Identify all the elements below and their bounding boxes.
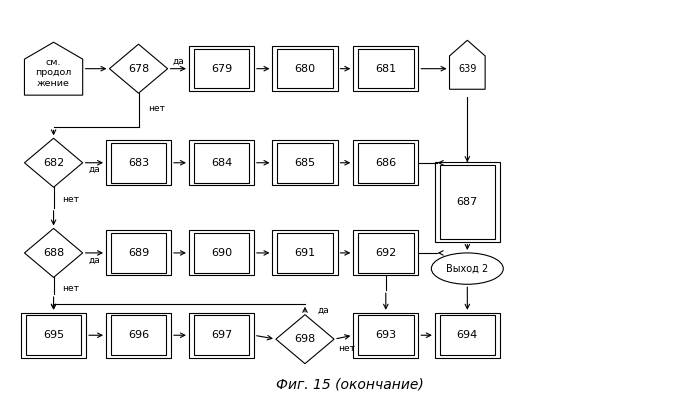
- Ellipse shape: [431, 253, 503, 284]
- Text: 682: 682: [43, 158, 64, 168]
- Bar: [110, 316, 166, 355]
- Bar: [278, 49, 333, 88]
- Bar: [358, 233, 414, 273]
- Text: Фиг. 15 (окончание): Фиг. 15 (окончание): [275, 377, 424, 391]
- Bar: [278, 233, 333, 273]
- Bar: [278, 143, 333, 182]
- Bar: [353, 230, 418, 276]
- Bar: [273, 46, 338, 91]
- Polygon shape: [24, 42, 82, 95]
- Polygon shape: [276, 315, 334, 364]
- Polygon shape: [110, 44, 168, 93]
- Bar: [106, 230, 171, 276]
- Text: 680: 680: [294, 64, 315, 74]
- Text: 686: 686: [375, 158, 396, 168]
- Text: да: да: [89, 165, 100, 174]
- Bar: [273, 140, 338, 185]
- Bar: [26, 316, 81, 355]
- Bar: [273, 230, 338, 276]
- Bar: [358, 49, 414, 88]
- Text: нет: нет: [62, 194, 79, 204]
- Text: да: да: [173, 57, 184, 66]
- Bar: [353, 46, 418, 91]
- Text: 697: 697: [211, 330, 232, 340]
- Bar: [106, 140, 171, 185]
- Text: нет: нет: [148, 104, 165, 113]
- Text: 681: 681: [375, 64, 396, 74]
- Text: 684: 684: [211, 158, 232, 168]
- Text: см.
продол
жение: см. продол жение: [36, 58, 72, 88]
- Bar: [353, 313, 418, 358]
- Text: 689: 689: [128, 248, 149, 258]
- Text: 687: 687: [456, 197, 478, 207]
- Text: 691: 691: [294, 248, 315, 258]
- Text: 694: 694: [456, 330, 478, 340]
- Bar: [435, 162, 500, 242]
- Text: 683: 683: [128, 158, 149, 168]
- Text: 678: 678: [128, 64, 149, 74]
- Bar: [189, 140, 254, 185]
- Bar: [194, 49, 249, 88]
- Bar: [194, 316, 249, 355]
- Bar: [189, 46, 254, 91]
- Bar: [106, 313, 171, 358]
- Text: 690: 690: [211, 248, 232, 258]
- Bar: [189, 313, 254, 358]
- Text: 693: 693: [375, 330, 396, 340]
- Bar: [194, 143, 249, 182]
- Bar: [110, 143, 166, 182]
- Polygon shape: [449, 40, 485, 89]
- Bar: [435, 313, 500, 358]
- Text: нет: нет: [62, 284, 79, 293]
- Bar: [21, 313, 86, 358]
- Bar: [194, 233, 249, 273]
- Bar: [358, 316, 414, 355]
- Polygon shape: [24, 138, 82, 187]
- Text: нет: нет: [338, 344, 356, 354]
- Bar: [189, 230, 254, 276]
- Bar: [358, 143, 414, 182]
- Bar: [440, 316, 495, 355]
- Bar: [440, 165, 495, 239]
- Text: 698: 698: [294, 334, 316, 344]
- Text: 692: 692: [375, 248, 396, 258]
- Text: 679: 679: [211, 64, 232, 74]
- Bar: [353, 140, 418, 185]
- Text: 639: 639: [458, 64, 477, 74]
- Text: 688: 688: [43, 248, 64, 258]
- Polygon shape: [24, 228, 82, 278]
- Text: да: да: [89, 256, 100, 264]
- Text: 696: 696: [128, 330, 149, 340]
- Bar: [110, 233, 166, 273]
- Text: 695: 695: [43, 330, 64, 340]
- Text: 685: 685: [294, 158, 315, 168]
- Text: да: да: [317, 306, 329, 315]
- Text: Выход 2: Выход 2: [446, 264, 489, 274]
